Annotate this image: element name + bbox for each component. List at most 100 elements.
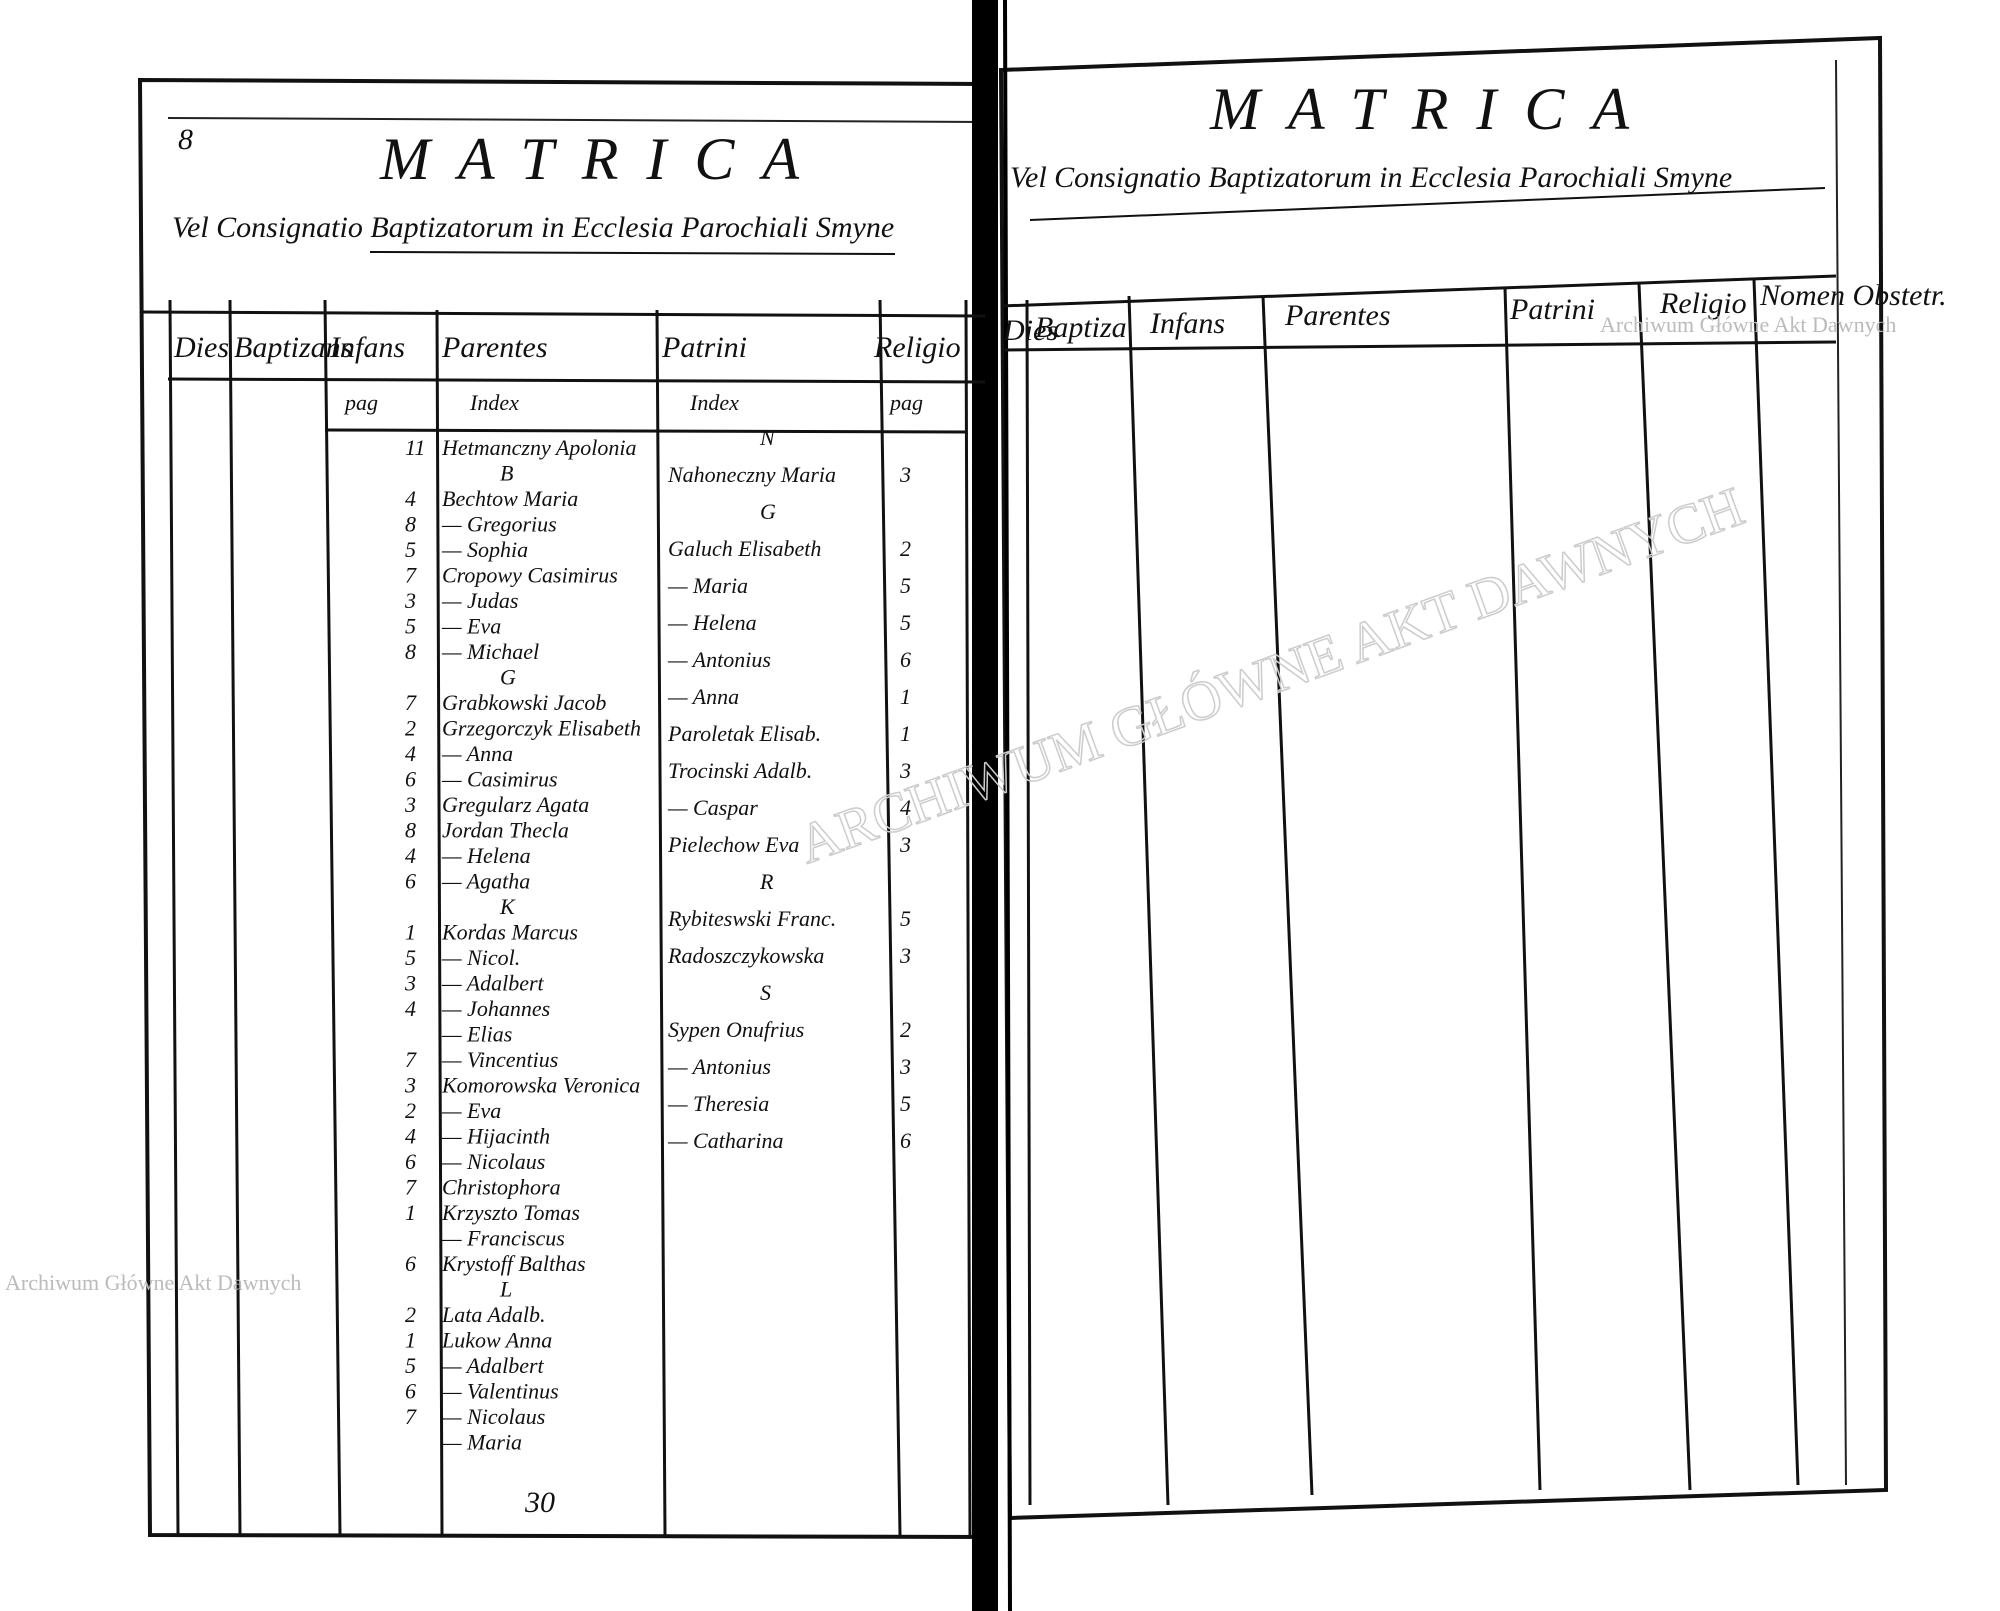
entry-page: 6 [405,1251,416,1276]
entry-name: Nahoneczny Maria [667,462,836,487]
entry-page: 7 [405,563,417,588]
entry-name: Gregularz Agata [442,792,589,817]
entry-page: 5 [900,610,911,635]
entry-name: Bechtow Maria [442,486,578,511]
watermark-right: Archiwum Główne Akt Dawnych [1600,312,1896,337]
column-header: Religio [1659,287,1747,320]
entry-page: 4 [405,741,416,766]
entry-page: 6 [405,1379,416,1404]
entry-name: Grabkowski Jacob [442,690,606,715]
left-top-rule [167,117,986,123]
index-patrini: Index [689,390,739,415]
left-table-rules [139,299,986,1536]
entry-page: 3 [404,971,416,996]
entry-name: — Nicolaus [441,1404,545,1429]
column-header: Infans [329,331,405,364]
entry-page: 1 [900,684,911,709]
entry-page: 5 [900,573,911,598]
patrini-list: N Nahoneczny Maria 3 G Galuch Elisabeth 2 — Ma… [667,425,911,1153]
entry-name: Jordan Thecla [442,818,569,843]
entry-name: Kordas Marcus [441,920,578,945]
right-subtitle-rule [1029,187,1826,221]
subtitle-underline [369,251,896,255]
right-margin-rule [1835,59,1847,1486]
column-header: Religio [873,331,961,364]
entry-page: 5 [900,906,911,931]
column-header: Baptizans [234,331,352,364]
entry-name: — Nicolaus [441,1149,545,1174]
entry-page: 2 [405,1098,416,1123]
entry-page: 3 [899,832,911,857]
index-parentes: Index [469,390,519,415]
entry-page: 5 [405,537,416,562]
entry-name: Sypen Onufrius [668,1017,804,1042]
entry-page: 7 [405,1175,417,1200]
entry-page: 5 [405,1353,416,1378]
entry-page: 2 [405,716,416,741]
entry-name: — Anna [441,741,513,766]
entry-page: 6 [900,1128,911,1153]
entry-name: Trocinski Adalb. [668,758,812,783]
entry-page: 6 [405,1149,416,1174]
index-pag: pag [343,390,378,415]
entry-page: 2 [405,1302,416,1327]
column-header: Nomen Obstetr. [1759,279,1947,312]
entry-name: — Nicol. [441,945,520,970]
entry-page: 3 [404,588,416,613]
entry-page: 3 [899,943,911,968]
entry-page: 3 [899,462,911,487]
column-header: Patrini [661,331,747,364]
entry-name: — Catharina [667,1128,784,1153]
entry-page: 2 [900,1017,911,1042]
entry-name: — Theresia [667,1091,769,1116]
entry-name: Christophora [442,1175,561,1200]
entry-name: Galuch Elisabeth [668,536,821,561]
index-letter: G [760,499,776,524]
entry-name: Lata Adalb. [441,1302,546,1327]
entry-page: 1 [405,1328,416,1353]
entry-name: — Maria [667,573,748,598]
entry-name: Krzyszto Tomas [441,1200,580,1225]
entry-page: 4 [405,1124,416,1149]
entry-page: 4 [405,996,416,1021]
entry-page: 6 [405,869,416,894]
entry-name: — Michael [441,639,539,664]
entry-page: 5 [900,1091,911,1116]
column-header: Dies [173,331,229,364]
entry-name: — Gregorius [441,512,557,537]
index-letter: G [500,665,516,690]
binding-edge [1003,0,1012,1611]
entry-page: 6 [405,767,416,792]
entry-name: — Helena [441,843,531,868]
column-header: Patrini [1509,293,1595,326]
entry-name: — Adalbert [441,1353,545,1378]
entry-name: — Franciscus [441,1226,565,1251]
index-letter: L [499,1277,512,1302]
entry-name: Cropowy Casimirus [442,563,618,588]
entry-name: — Vincentius [441,1047,558,1072]
column-header: Infans [1149,307,1225,340]
entry-name: Lukow Anna [441,1328,552,1353]
entry-name: — Adalbert [441,971,545,996]
entry-name: — Valentinus [441,1379,559,1404]
entry-page: 3 [899,1054,911,1079]
entry-name: — Maria [441,1430,522,1455]
entry-page: 4 [405,843,416,868]
entry-name: Paroletak Elisab. [667,721,821,746]
watermark-left: Archiwum Główne Akt Dawnych [5,1270,301,1295]
entry-page: 2 [900,536,911,561]
entry-page: 6 [900,647,911,672]
entry-name: — Caspar [667,795,758,820]
entry-name: — Eva [441,614,501,639]
binding [972,0,998,1611]
entry-name: — Hijacinth [441,1124,550,1149]
index-letter: N [759,425,776,450]
index-letter: S [760,980,771,1005]
index-pag-right: pag [888,390,923,415]
entry-name: Pielechow Eva [667,832,799,857]
entry-name: — Helena [667,610,757,635]
